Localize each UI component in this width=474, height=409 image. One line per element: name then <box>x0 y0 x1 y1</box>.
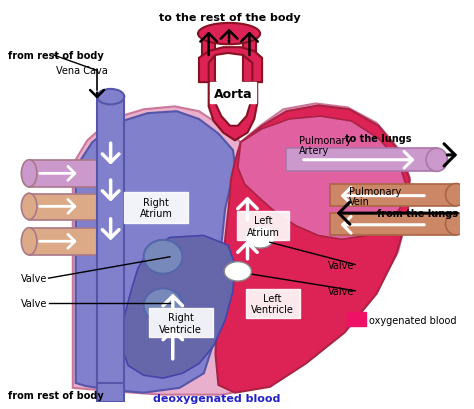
Text: Right
Atrium: Right Atrium <box>140 197 173 218</box>
Ellipse shape <box>21 160 37 187</box>
Polygon shape <box>76 112 235 393</box>
Text: Right
Ventricle: Right Ventricle <box>159 312 202 334</box>
Polygon shape <box>216 106 410 393</box>
FancyBboxPatch shape <box>124 192 188 223</box>
Polygon shape <box>97 97 124 388</box>
Text: Left
Atrium: Left Atrium <box>246 216 280 237</box>
Ellipse shape <box>198 24 260 45</box>
FancyBboxPatch shape <box>346 312 366 326</box>
Text: Valve: Valve <box>328 260 355 270</box>
Text: to the lungs: to the lungs <box>345 134 411 144</box>
Text: Valve: Valve <box>21 299 48 309</box>
Ellipse shape <box>243 29 256 39</box>
Ellipse shape <box>246 227 274 248</box>
FancyBboxPatch shape <box>246 289 300 318</box>
Ellipse shape <box>426 149 447 172</box>
Text: Valve: Valve <box>328 286 355 296</box>
Ellipse shape <box>446 184 467 207</box>
Text: Left
Ventricle: Left Ventricle <box>251 293 294 315</box>
Ellipse shape <box>446 213 467 236</box>
Ellipse shape <box>21 194 37 220</box>
Text: Valve: Valve <box>21 274 48 283</box>
Polygon shape <box>97 383 124 402</box>
Text: from rest of body: from rest of body <box>8 51 103 61</box>
Polygon shape <box>29 228 97 255</box>
Polygon shape <box>199 48 262 83</box>
Text: to the rest of the body: to the rest of the body <box>159 13 301 23</box>
FancyBboxPatch shape <box>237 212 289 241</box>
Polygon shape <box>243 34 256 83</box>
Ellipse shape <box>144 240 182 274</box>
Text: deoxygenated blood: deoxygenated blood <box>154 393 281 402</box>
Ellipse shape <box>21 228 37 255</box>
Ellipse shape <box>224 262 251 281</box>
Polygon shape <box>29 194 97 220</box>
Polygon shape <box>73 104 410 395</box>
Polygon shape <box>330 213 456 236</box>
Text: from the lungs: from the lungs <box>377 209 457 218</box>
Polygon shape <box>202 34 216 83</box>
Polygon shape <box>29 160 97 187</box>
Text: Pulmonary: Pulmonary <box>299 136 351 146</box>
Polygon shape <box>286 149 437 172</box>
Text: Vena Cava: Vena Cava <box>56 66 108 76</box>
Ellipse shape <box>202 29 216 39</box>
Ellipse shape <box>97 90 124 105</box>
Text: Pulmonary: Pulmonary <box>349 187 401 196</box>
Polygon shape <box>209 83 257 141</box>
FancyBboxPatch shape <box>210 83 256 104</box>
Polygon shape <box>121 236 235 378</box>
Text: from rest of body: from rest of body <box>8 390 103 400</box>
Polygon shape <box>330 184 456 207</box>
Text: oxygenated blood: oxygenated blood <box>369 315 456 325</box>
Text: Vein: Vein <box>349 196 370 206</box>
Text: Artery: Artery <box>299 146 329 156</box>
Ellipse shape <box>144 289 182 323</box>
Text: Aorta: Aorta <box>214 88 252 101</box>
FancyBboxPatch shape <box>148 308 212 337</box>
Polygon shape <box>238 117 406 240</box>
